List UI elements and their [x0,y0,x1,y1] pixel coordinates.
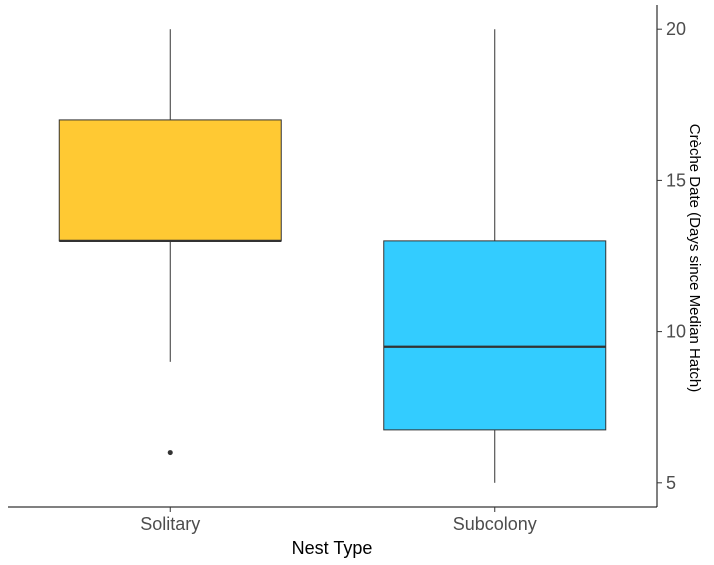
box-group-subcolony [383,29,607,483]
x-axis-title: Nest Type [292,538,373,558]
axes: Solitary Subcolony 5 10 15 20 [8,5,686,534]
x-tick-label-subcolony: Subcolony [453,514,537,534]
y-tick-label-15: 15 [666,170,686,190]
y-tick-label-20: 20 [666,19,686,39]
box-solitary [58,119,282,242]
y-tick-label-5: 5 [666,473,676,493]
y-tick-label-10: 10 [666,322,686,342]
box-subcolony [383,240,607,431]
outlier-point-solitary-0 [167,450,173,456]
box-group-solitary [58,29,282,456]
plot-area [58,29,607,483]
x-tick-label-solitary: Solitary [140,514,200,534]
y-axis-title: Crèche Date (Days since Median Hatch) [686,124,703,392]
